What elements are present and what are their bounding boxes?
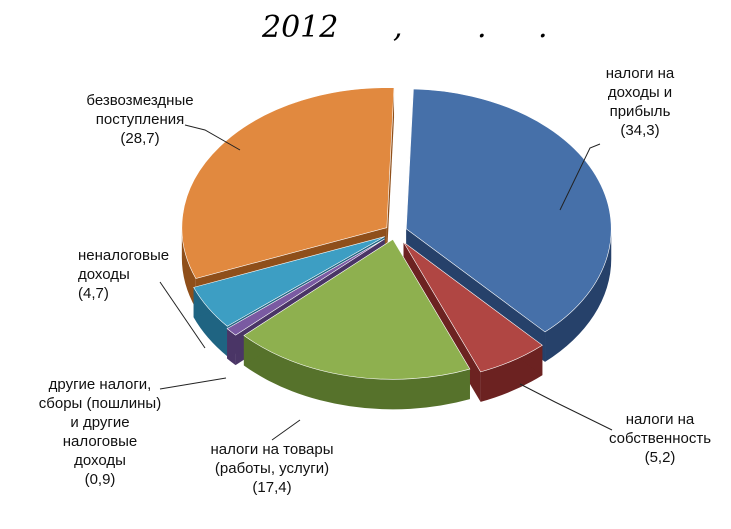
leader-line-5 [159, 281, 206, 349]
slice-label-6: безвозмездные поступления (28,7) [86, 92, 193, 147]
slice-label-line: налоговые [63, 433, 137, 450]
slice-label-line: поступления [96, 111, 185, 128]
slice-label-2: налоги на собственность (5,2) [609, 411, 711, 466]
chart-title: 2012 , . . [0, 6, 731, 50]
pie-slice-wall [181, 227, 196, 309]
slice-label-line: прибыль [610, 103, 671, 120]
leader-line-4 [159, 377, 227, 390]
slice-label-line: (17,4) [252, 479, 291, 496]
slice-label-5: неналоговые доходы (4,7) [78, 247, 169, 302]
slice-label-line: (28,7) [120, 130, 159, 147]
slice-label-1: налоги на доходы и прибыль (34,3) [606, 65, 675, 139]
slice-label-line: доходы [74, 452, 126, 469]
slice-label-line: налоги на [606, 65, 675, 82]
leader-line-6 [184, 124, 241, 151]
title-year: 2012 [262, 10, 339, 45]
slice-label-line: сборы (пошлины) [39, 395, 161, 412]
slice-label-line: (34,3) [620, 122, 659, 139]
title-dot-1: . [477, 10, 487, 45]
slice-label-line: доходы и [608, 84, 672, 101]
slice-label-line: (0,9) [85, 471, 116, 488]
pie-slice-wall [545, 228, 612, 362]
pie-slice-6 [181, 87, 395, 279]
pie-slice-3 [243, 238, 471, 380]
slice-label-line: (5,2) [645, 449, 676, 466]
slice-label-line: доходы [78, 266, 130, 283]
slice-label-4: другие налоги, сборы (пошлины) и другие нал… [39, 376, 161, 488]
slice-label-line: налоги на [626, 411, 695, 428]
title-dot-2: . [538, 10, 548, 45]
slice-label-line: другие налоги, [49, 376, 152, 393]
pie-slice-5 [193, 236, 385, 327]
slice-label-line: безвозмездные [86, 92, 193, 109]
title-comma: , [393, 10, 403, 45]
pie-slice-wall [243, 335, 470, 410]
slice-label-line: и другие [70, 414, 129, 431]
leader-line-2 [519, 383, 613, 431]
pie-slice-1 [405, 88, 612, 333]
slice-label-line: (работы, услуги) [215, 460, 329, 477]
slice-label-line: собственность [609, 430, 711, 447]
pie-slice-face-2 [386, 87, 395, 258]
slice-label-3: налоги на товары (работы, услуги) (17,4) [210, 441, 333, 496]
slice-label-line: неналоговые [78, 247, 169, 264]
pie-slice-2 [403, 241, 543, 373]
slice-label-line: (4,7) [78, 285, 109, 302]
pie-slice-4 [226, 238, 385, 336]
leader-line-3 [271, 419, 301, 441]
slice-label-line: налоги на товары [210, 441, 333, 458]
leader-line-1 [559, 143, 601, 211]
